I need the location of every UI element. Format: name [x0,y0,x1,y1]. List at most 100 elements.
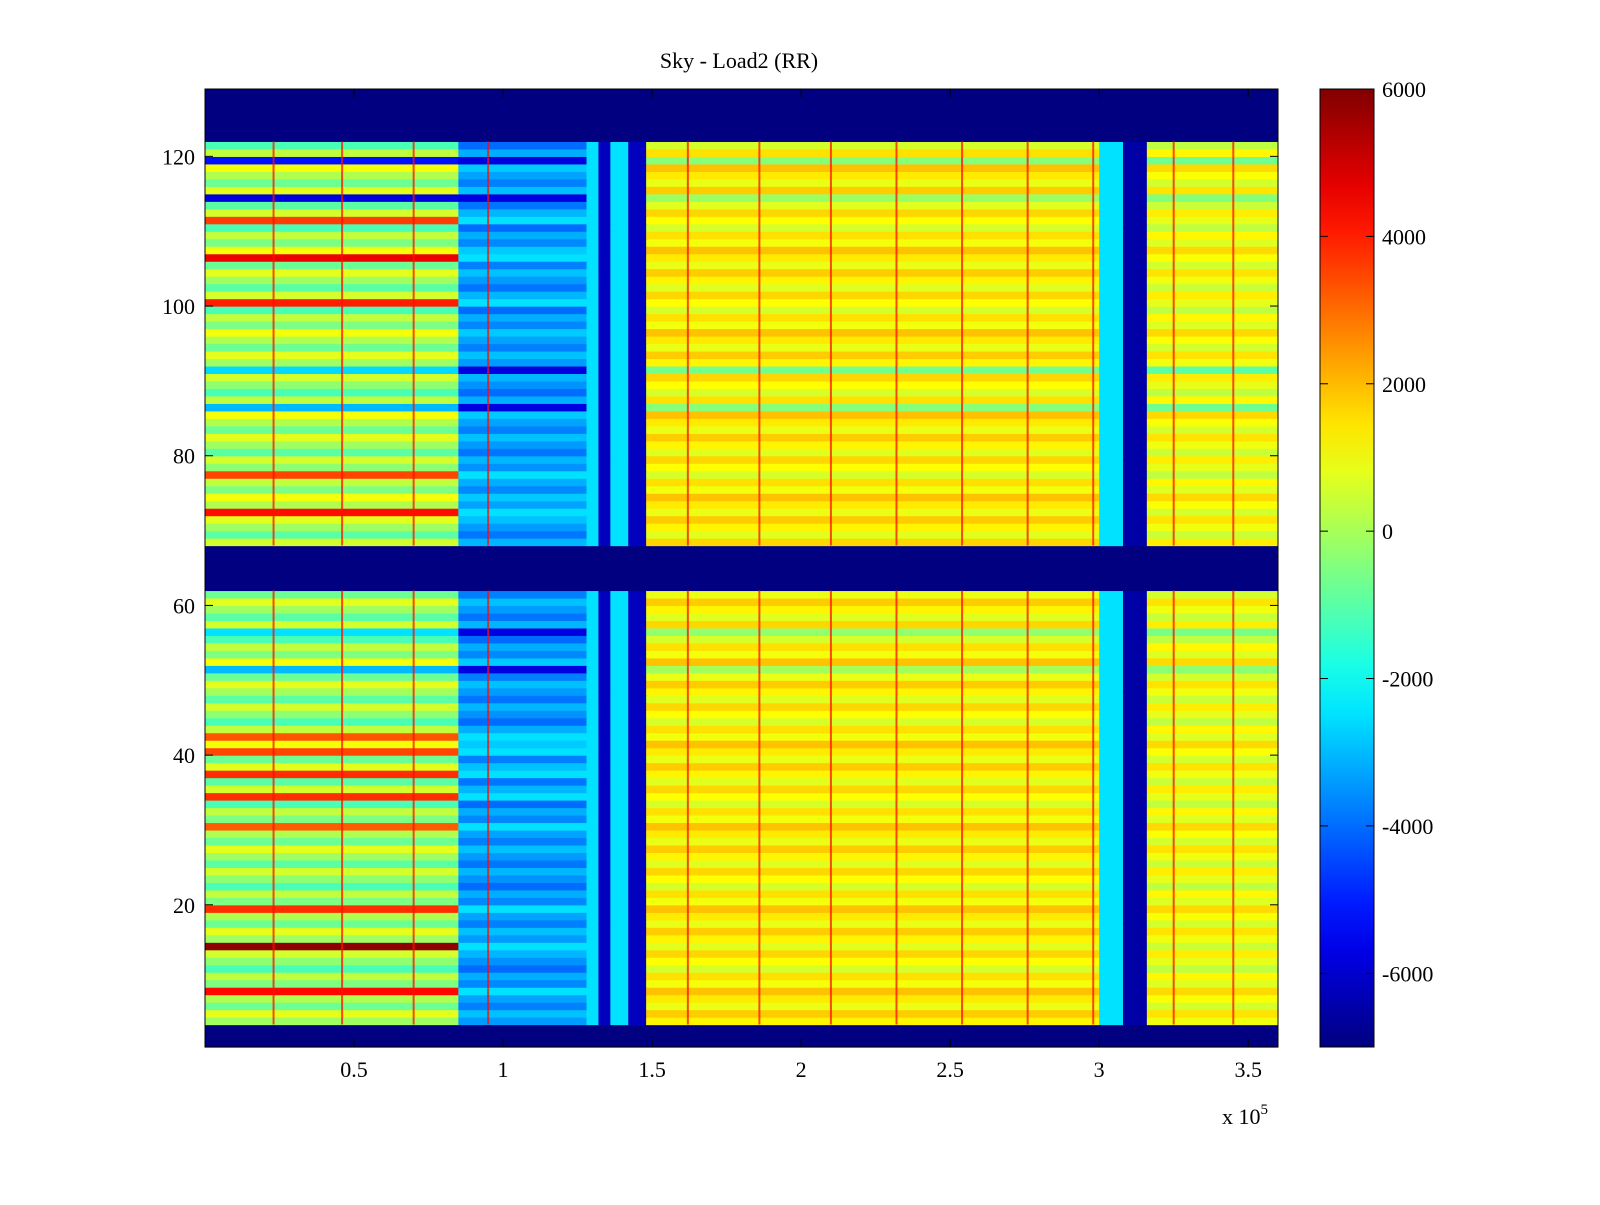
heatmap-cell [586,597,600,607]
heatmap-cell [1146,216,1279,225]
heatmap-cell [598,485,611,494]
heatmap-cell [610,410,629,419]
heatmap-cell [586,912,600,921]
heatmap-cell [598,508,611,517]
heatmap-cell [586,829,600,839]
heatmap-cell [598,777,611,786]
heatmap-cell [586,538,600,547]
heatmap-cell [458,912,588,921]
heatmap-cell [598,493,611,502]
heatmap-cell [1099,440,1124,449]
heatmap-cell [1146,814,1279,824]
heatmap-cell [586,1017,600,1026]
heatmap-cell [458,335,588,345]
heatmap-cell [1146,785,1279,794]
heatmap-cell [586,373,600,382]
heatmap-cell [646,291,1100,300]
heatmap-cell [610,321,629,330]
heatmap-cell [1123,276,1148,285]
heatmap-cell [1099,313,1124,322]
heatmap-cell [610,814,629,824]
heatmap-cell [1099,665,1124,674]
heatmap-cell [598,291,611,300]
heatmap-cell [205,508,459,517]
heatmap-cell [1146,321,1279,330]
y-tick-label: 100 [162,294,195,319]
heatmap-cell [628,343,647,352]
heatmap-cell [458,807,588,816]
heatmap-cell [598,403,611,412]
heatmap-cell [1146,148,1279,157]
heatmap-cell [598,358,611,367]
heatmap-cell [458,313,588,322]
heatmap-cell [628,859,647,868]
heatmap-cell [458,897,588,906]
heatmap-cell [458,635,588,644]
heatmap-cell [610,350,629,360]
heatmap-cell [628,478,647,487]
heatmap-cell [598,680,611,689]
heatmap-cell [598,957,611,966]
heatmap-cell [586,493,600,502]
heatmap-cell [1099,725,1124,734]
heatmap-cell [1123,306,1148,315]
heatmap-cell [205,665,459,674]
heatmap-cell [205,111,1278,120]
heatmap-cell [646,642,1100,651]
heatmap-cell [586,852,600,861]
heatmap-cell [598,163,611,172]
heatmap-cell [586,515,600,524]
heatmap-cell [1099,972,1124,981]
heatmap-cell [610,246,629,255]
heatmap-cell [1123,665,1148,674]
heatmap-cell [610,538,629,547]
svg-text:x 105: x 105 [1222,1102,1268,1129]
heatmap-cell [1146,373,1279,382]
heatmap-cell [1099,657,1124,666]
heatmap-cell [1123,650,1148,659]
heatmap-cell [1099,957,1124,966]
heatmap-cell [1123,800,1148,809]
heatmap-cell [610,912,629,921]
heatmap-cell [628,942,647,951]
heatmap-cell [1123,358,1148,367]
heatmap-cell [610,1002,629,1011]
heatmap-cell [610,852,629,861]
heatmap-cell [586,657,600,666]
heatmap-cell [1123,508,1148,517]
heatmap-cell [646,493,1100,502]
heatmap-cell [628,927,647,936]
heatmap-cell [598,814,611,824]
heatmap-cell [646,725,1100,734]
heatmap-cell [205,919,459,928]
heatmap-cell [610,957,629,966]
heatmap-cell [1123,710,1148,719]
heatmap-cell [610,949,629,958]
heatmap-cell [1146,238,1279,247]
heatmap-cell [598,740,611,749]
heatmap-cell [628,276,647,285]
heatmap-cell [1099,897,1124,906]
heatmap-cell [598,335,611,345]
heatmap-cell [628,380,647,389]
heatmap-cell [598,874,611,883]
heatmap-cell [1099,148,1124,157]
heatmap-cell [205,553,1278,562]
heatmap-cell [1146,882,1279,891]
heatmap-cell [1146,897,1279,906]
heatmap-cell [1146,867,1279,876]
heatmap-cell [646,223,1100,232]
heatmap-cell [646,268,1100,277]
heatmap-cell [610,672,629,681]
heatmap-cell [458,800,588,809]
heatmap-cell [586,163,600,172]
heatmap-cell [610,358,629,367]
heatmap-cell [646,515,1100,524]
heatmap-cell [628,897,647,906]
heatmap-cell [628,755,647,764]
heatmap-cell [1099,253,1124,262]
heatmap-cell [586,1002,600,1011]
heatmap-cell [646,859,1100,868]
heatmap-cell [1123,403,1148,412]
heatmap-cell [646,358,1100,367]
